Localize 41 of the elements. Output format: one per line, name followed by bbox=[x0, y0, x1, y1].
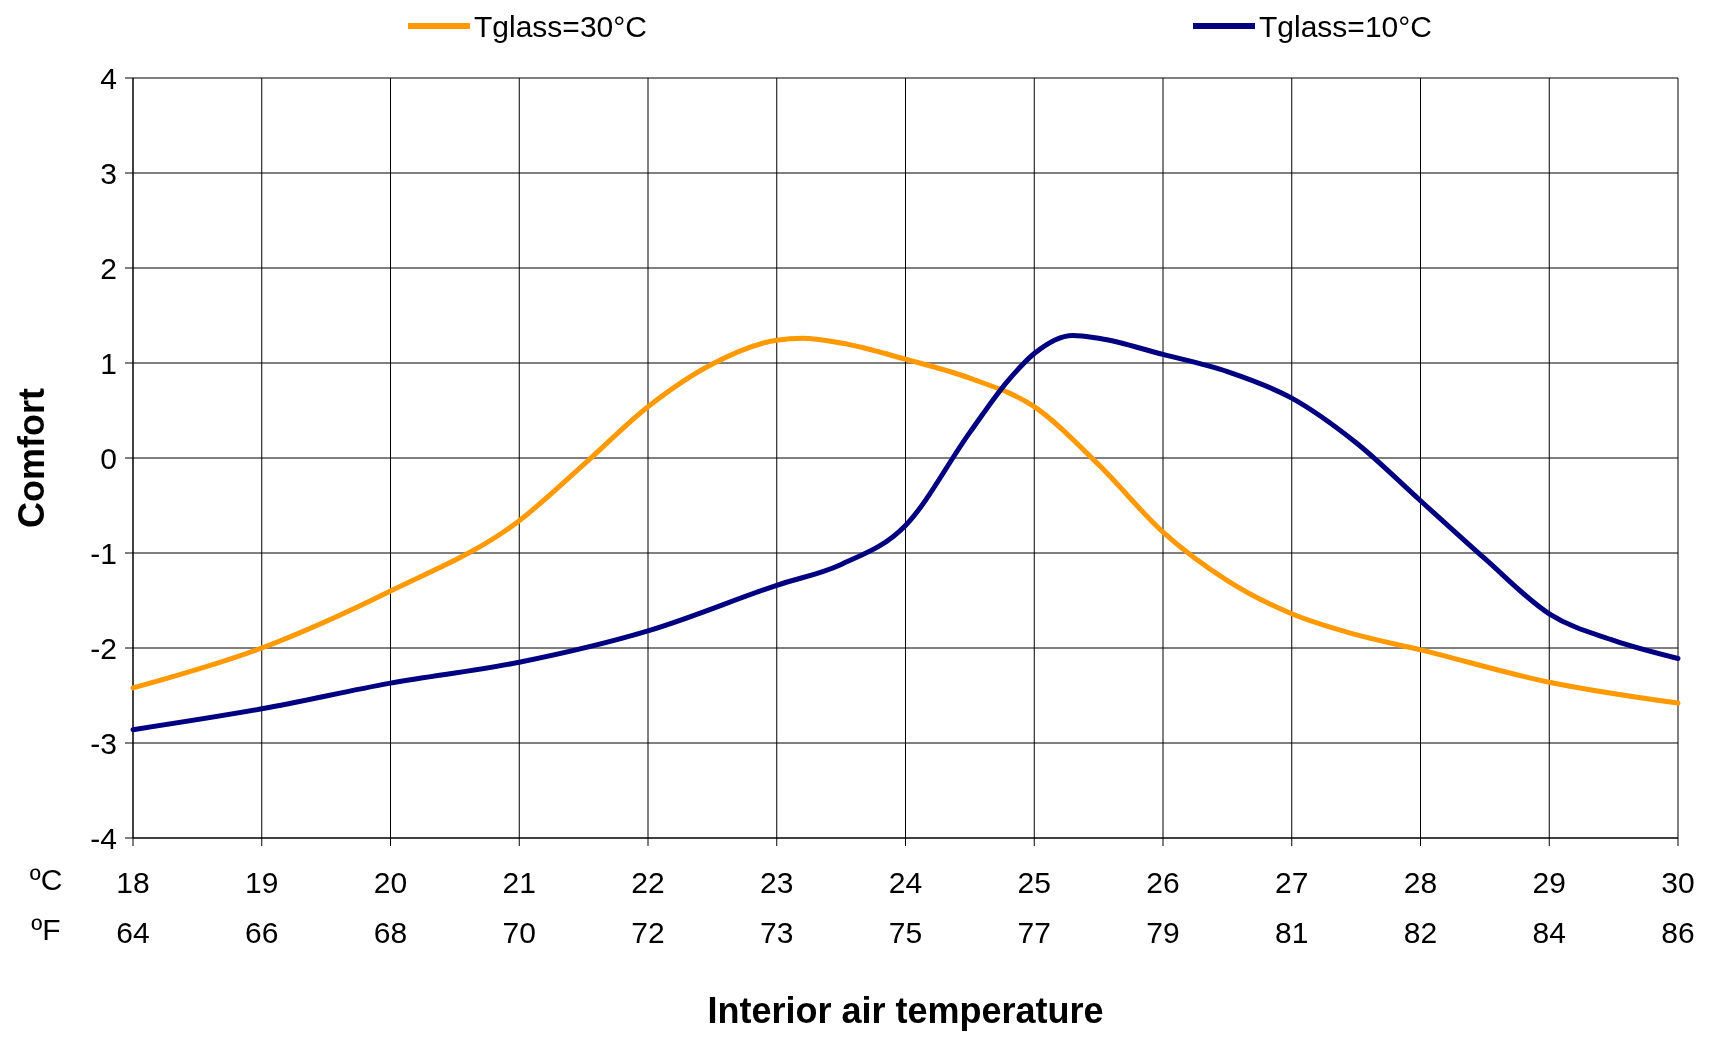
y-tick-label: -3 bbox=[90, 726, 117, 760]
x-tick-label: 22 bbox=[631, 866, 665, 899]
x2-tick-label: 79 bbox=[1146, 916, 1180, 949]
x2-tick-label: 86 bbox=[1661, 916, 1695, 949]
legend-label: Tglass=10°C bbox=[1259, 9, 1432, 43]
y-tick-label: 1 bbox=[100, 346, 117, 380]
x-axis-title: Interior air temperature bbox=[707, 990, 1104, 1031]
x-tick-label: 23 bbox=[760, 866, 794, 899]
x-tick-label: 26 bbox=[1146, 866, 1180, 899]
y-tick-label: 3 bbox=[100, 156, 117, 190]
x2-tick-label: 75 bbox=[888, 916, 923, 949]
x2-tick-label: 73 bbox=[760, 916, 794, 949]
y-axis-title: Comfort bbox=[11, 388, 52, 528]
x2-tick-label: 72 bbox=[631, 916, 665, 949]
x-tick-label: 30 bbox=[1661, 866, 1695, 899]
x-tick-label: 27 bbox=[1275, 866, 1309, 899]
y-tick-label: -4 bbox=[90, 821, 117, 855]
x-tick-label: 20 bbox=[373, 866, 408, 899]
x-tick-label: 24 bbox=[888, 866, 923, 899]
legend-label: Tglass=30°C bbox=[474, 9, 647, 43]
y-tick-label: -2 bbox=[90, 631, 117, 665]
x2-tick-label: 70 bbox=[502, 916, 536, 949]
x2-tick-label: 66 bbox=[245, 916, 279, 949]
x2-tick-label: 68 bbox=[373, 916, 408, 949]
x2-tick-label: 64 bbox=[116, 916, 150, 949]
x-tick-label: 29 bbox=[1532, 866, 1566, 899]
x-tick-label: 25 bbox=[1017, 866, 1051, 899]
x2-tick-label: 77 bbox=[1017, 916, 1051, 949]
x-tick-label: 18 bbox=[116, 866, 150, 899]
x2-tick-label: 81 bbox=[1275, 916, 1309, 949]
y-tick-label: 4 bbox=[100, 61, 117, 95]
x-tick-label: 19 bbox=[245, 866, 279, 899]
x-tick-label: 21 bbox=[502, 866, 536, 899]
x2-tick-label: 84 bbox=[1532, 916, 1566, 949]
y-tick-label: 2 bbox=[100, 251, 117, 285]
y-tick-label: -1 bbox=[90, 536, 117, 570]
text: ºC bbox=[29, 863, 63, 896]
x2-tick-label: 82 bbox=[1403, 916, 1438, 949]
x-tick-label: 28 bbox=[1403, 866, 1438, 899]
text: ºF bbox=[31, 913, 61, 946]
y-tick-label: 0 bbox=[100, 441, 117, 475]
